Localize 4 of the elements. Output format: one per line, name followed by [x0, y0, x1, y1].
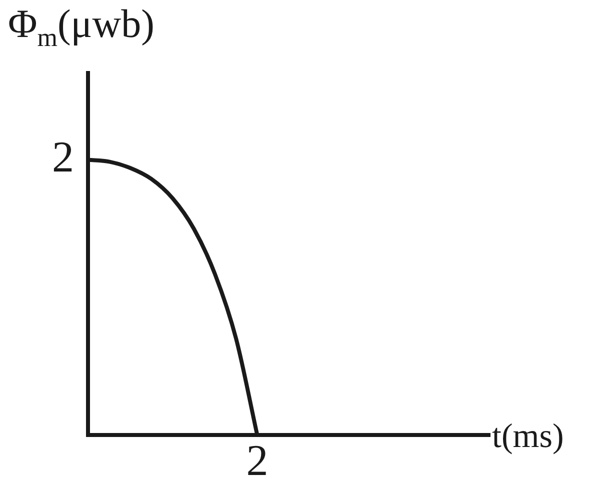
- text: 2: [52, 132, 74, 182]
- text: 2: [246, 436, 268, 485]
- y-axis-title: Φ$_{m}$(μwb): [8, 0, 154, 53]
- x-axis-title: t(ms): [492, 418, 564, 456]
